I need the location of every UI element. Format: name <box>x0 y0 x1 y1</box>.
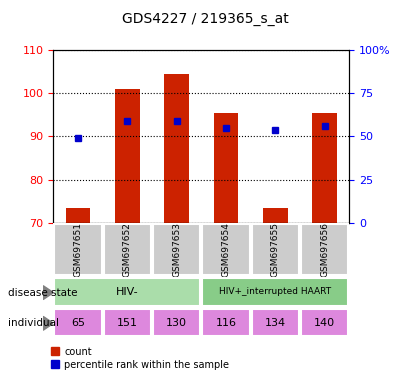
Legend: count, percentile rank within the sample: count, percentile rank within the sample <box>46 343 233 374</box>
Text: GSM697654: GSM697654 <box>222 222 231 277</box>
Text: GSM697653: GSM697653 <box>172 222 181 277</box>
Bar <box>115 89 140 223</box>
FancyBboxPatch shape <box>252 309 299 336</box>
Bar <box>214 113 238 223</box>
Text: GSM697656: GSM697656 <box>320 222 329 277</box>
FancyBboxPatch shape <box>153 309 201 336</box>
Text: HIV-: HIV- <box>116 287 139 297</box>
Text: GSM697655: GSM697655 <box>271 222 280 277</box>
Text: HIV+_interrupted HAART: HIV+_interrupted HAART <box>219 287 331 296</box>
Bar <box>263 208 288 223</box>
Text: GSM697651: GSM697651 <box>74 222 83 277</box>
Bar <box>164 74 189 223</box>
FancyBboxPatch shape <box>202 309 250 336</box>
Bar <box>66 208 90 223</box>
FancyBboxPatch shape <box>202 224 250 275</box>
Polygon shape <box>43 286 53 300</box>
Text: GSM697652: GSM697652 <box>123 222 132 277</box>
FancyBboxPatch shape <box>54 224 102 275</box>
FancyBboxPatch shape <box>202 278 349 306</box>
FancyBboxPatch shape <box>301 224 349 275</box>
Text: 151: 151 <box>117 318 138 328</box>
FancyBboxPatch shape <box>54 278 201 306</box>
FancyBboxPatch shape <box>104 309 151 336</box>
Bar <box>312 113 337 223</box>
Text: 134: 134 <box>265 318 286 328</box>
Text: 65: 65 <box>71 318 85 328</box>
FancyBboxPatch shape <box>54 309 102 336</box>
Text: 130: 130 <box>166 318 187 328</box>
Text: disease state: disease state <box>8 288 78 298</box>
FancyBboxPatch shape <box>153 224 201 275</box>
Text: individual: individual <box>8 318 59 328</box>
Text: GDS4227 / 219365_s_at: GDS4227 / 219365_s_at <box>122 12 289 25</box>
Text: 140: 140 <box>314 318 335 328</box>
FancyBboxPatch shape <box>252 224 299 275</box>
FancyBboxPatch shape <box>301 309 349 336</box>
Polygon shape <box>43 316 53 330</box>
Text: 116: 116 <box>215 318 237 328</box>
FancyBboxPatch shape <box>104 224 151 275</box>
